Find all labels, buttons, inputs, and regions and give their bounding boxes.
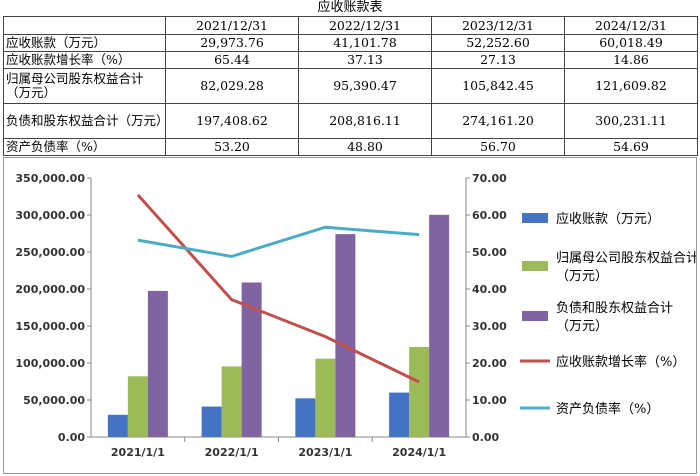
- x-tick-label: 2023/1/1: [298, 446, 352, 459]
- header-cell: 2024/12/31: [564, 16, 698, 35]
- table-cell: 27.13: [431, 51, 565, 69]
- x-tick-label: 2021/1/1: [111, 446, 165, 459]
- left-tick-label: 50,000.00: [23, 394, 85, 407]
- x-tick-label: 2024/1/1: [392, 446, 446, 459]
- x-tick-label: 2022/1/1: [205, 446, 259, 459]
- table-cell: 95,390.47: [298, 68, 432, 104]
- bar: [335, 234, 356, 437]
- header-cell: 2023/12/31: [431, 16, 565, 35]
- table-cell: 274,161.20: [431, 103, 565, 139]
- right-tick-label: 0.00: [472, 431, 499, 444]
- bar: [315, 358, 336, 437]
- right-tick-label: 20.00: [472, 357, 507, 370]
- table-cell: 65.44: [165, 51, 299, 69]
- data-table: 2021/12/31 2022/12/31 2023/12/31 2024/12…: [3, 16, 698, 156]
- bar: [147, 290, 168, 437]
- left-tick-label: 350,000.00: [15, 172, 85, 185]
- table-row: 应收账款增长率（%） 65.44 37.13 27.13 14.86: [3, 51, 698, 69]
- table-header-row: 2021/12/31 2022/12/31 2023/12/31 2024/12…: [3, 16, 698, 35]
- table-cell: 37.13: [298, 51, 432, 69]
- header-cell: [3, 16, 166, 35]
- table-cell: 56.70: [431, 138, 565, 156]
- legend-label: 负债和股东权益合计: [556, 300, 673, 316]
- table-row: 资产负债率（%） 53.20 48.80 56.70 54.69: [3, 138, 698, 156]
- row-label: 应收账款增长率（%）: [3, 51, 166, 69]
- legend-label: 应收账款增长率（%）: [556, 354, 685, 370]
- right-tick-label: 50.00: [472, 246, 507, 259]
- row-label: 资产负债率（%）: [3, 138, 166, 156]
- bar: [409, 347, 430, 437]
- bar: [241, 282, 262, 437]
- bar: [221, 366, 242, 437]
- table-cell: 54.69: [564, 138, 698, 156]
- legend-label: 应收账款（万元）: [556, 211, 660, 227]
- bar: [429, 214, 450, 437]
- chart-container: 0.00 50,000.00 100,000.00 150,000.00 200,000…: [3, 157, 697, 474]
- legend-swatch: [522, 213, 548, 223]
- table-cell: 300,231.11: [564, 103, 698, 139]
- left-tick-label: 150,000.00: [15, 320, 85, 333]
- combo-chart: 0.00 50,000.00 100,000.00 150,000.00 200,000…: [15, 172, 696, 459]
- table-cell: 29,973.76: [165, 34, 299, 52]
- table-cell: 82,029.28: [165, 68, 299, 104]
- table-cell: 208,816.11: [298, 103, 432, 139]
- left-tick-label: 250,000.00: [15, 246, 85, 259]
- left-tick-label: 200,000.00: [15, 283, 85, 296]
- legend-label: 资产负债率（%）: [556, 401, 659, 417]
- bar: [201, 406, 222, 437]
- right-tick-label: 70.00: [472, 172, 507, 185]
- legend-label: （万元）: [556, 319, 608, 334]
- left-tick-label: 0.00: [58, 431, 85, 444]
- table-row: 应收账款（万元） 29,973.76 41,101.78 52,252.60 6…: [3, 34, 698, 52]
- header-cell: 2022/12/31: [298, 16, 432, 35]
- left-tick-label: 300,000.00: [15, 209, 85, 222]
- bar: [107, 414, 128, 437]
- bar: [127, 376, 148, 437]
- row-label: 应收账款（万元）: [3, 34, 166, 52]
- series-line: [136, 193, 420, 384]
- table-cell: 121,609.82: [564, 68, 698, 104]
- header-cell: 2021/12/31: [165, 16, 299, 35]
- table-row: 归属母公司股东权益合计（万元） 82,029.28 95,390.47 105,…: [3, 68, 698, 104]
- right-tick-label: 40.00: [472, 283, 507, 296]
- table-cell: 60,018.49: [564, 34, 698, 52]
- bar: [295, 398, 316, 437]
- legend-swatch: [522, 311, 548, 321]
- table-cell: 53.20: [165, 138, 299, 156]
- table-cell: 14.86: [564, 51, 698, 69]
- table-cell: 41,101.78: [298, 34, 432, 52]
- bar: [389, 392, 410, 437]
- right-tick-label: 30.00: [472, 320, 507, 333]
- right-tick-label: 60.00: [472, 209, 507, 222]
- table-cell: 105,842.45: [431, 68, 565, 104]
- left-tick-label: 100,000.00: [15, 357, 85, 370]
- legend-swatch: [522, 261, 548, 271]
- table-cell: 197,408.62: [165, 103, 299, 139]
- legend-label: 归属母公司股东权益合计: [556, 250, 696, 266]
- series-line: [137, 225, 420, 258]
- row-label: 归属母公司股东权益合计（万元）: [3, 68, 166, 104]
- right-tick-label: 10.00: [472, 394, 507, 407]
- table-cell: 48.80: [298, 138, 432, 156]
- legend-label: （万元）: [556, 269, 608, 284]
- table-cell: 52,252.60: [431, 34, 565, 52]
- row-label: 负债和股东权益合计（万元）: [3, 103, 166, 139]
- table-row: 负债和股东权益合计（万元） 197,408.62 208,816.11 274,…: [3, 103, 698, 139]
- table-title: 应收账款表: [317, 0, 383, 15]
